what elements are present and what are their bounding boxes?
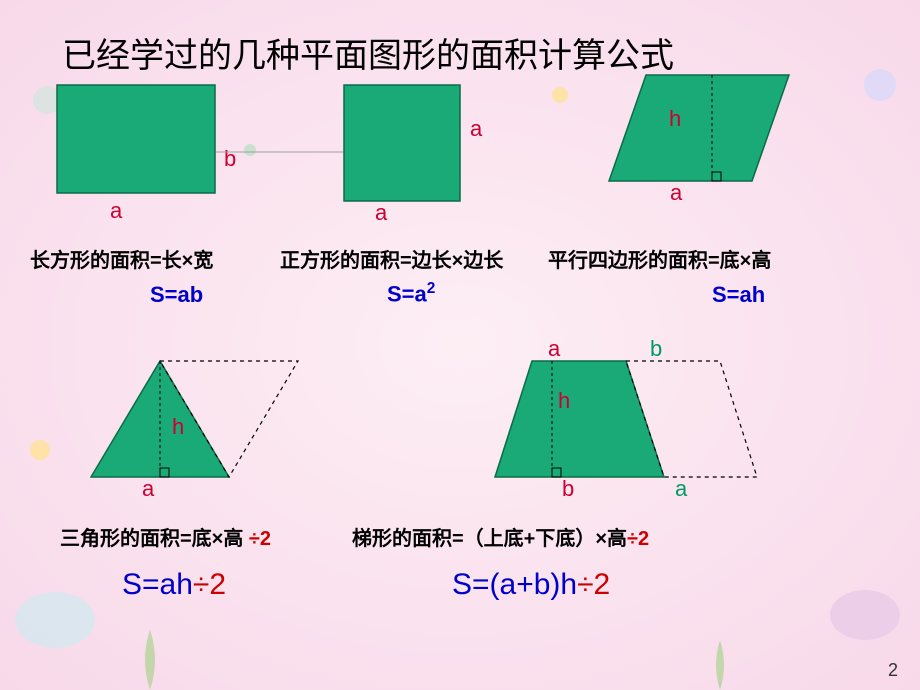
trap-label-bot-b: b <box>562 476 574 502</box>
rect-label-a: a <box>110 198 122 224</box>
shape-triangle <box>90 360 330 478</box>
rect-formula-cn: 长方形的面积=长×宽 <box>30 244 213 273</box>
square-formula-sym: S=a2 <box>387 280 435 307</box>
tri-formula-cn: 三角形的面积=底×高 ÷2 <box>60 522 271 551</box>
tri-label-h: h <box>172 414 184 440</box>
para-formula-cn: 平行四边形的面积=底×高 <box>548 244 771 273</box>
rect-formula-sym: S=ab <box>150 282 203 308</box>
page-title: 已经学过的几种平面图形的面积计算公式 <box>62 28 674 77</box>
tri-formula-big: S=ah÷2 <box>122 568 226 602</box>
tri-label-a: a <box>142 476 154 502</box>
trap-label-top-b: b <box>650 336 662 362</box>
para-label-h: h <box>669 106 681 132</box>
para-formula-sym: S=ah <box>712 282 765 308</box>
trap-label-bot-a: a <box>675 476 687 502</box>
shape-square <box>343 84 461 202</box>
square-label-side: a <box>470 116 482 142</box>
para-label-a: a <box>670 180 682 206</box>
square-label-a: a <box>375 200 387 226</box>
square-formula-cn: 正方形的面积=边长×边长 <box>280 244 503 273</box>
trap-label-h: h <box>558 388 570 414</box>
shape-parallelogram <box>608 74 790 182</box>
trap-formula-big: S=(a+b)h÷2 <box>452 568 610 602</box>
connector-line <box>216 150 346 154</box>
page-number: 2 <box>888 660 898 681</box>
trap-label-top-a: a <box>548 336 560 362</box>
trap-formula-cn: 梯形的面积=（上底+下底）×高÷2 <box>352 522 649 551</box>
shape-trapezoid <box>494 360 774 478</box>
shape-rectangle <box>56 84 216 194</box>
